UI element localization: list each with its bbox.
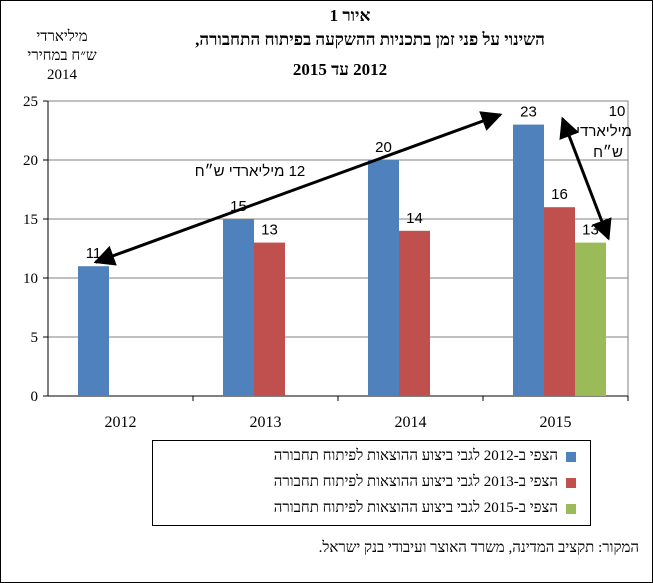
chart-subtitle-years-text: 2012 עד 2015 xyxy=(292,60,388,79)
annotation-10bn-unit-1: מיליארדי xyxy=(576,123,632,140)
legend-item-2012: הצפי ב-2012 לגבי ביצוע ההוצאות לפיתוח תח… xyxy=(274,448,576,465)
y-axis-label-line-3: 2014 xyxy=(47,67,77,83)
data-label-2015-series2: 13 xyxy=(582,222,599,239)
legend: הצפי ב-2012 לגבי ביצוע ההוצאות לפיתוח תח… xyxy=(152,440,591,526)
legend-swatch-2015 xyxy=(566,503,576,514)
y-tick-label-20: 20 xyxy=(23,153,38,169)
data-label-2015-series1: 16 xyxy=(551,186,568,203)
x-tick-label-2015: 2015 xyxy=(540,414,572,431)
y-axis-label: מיליארדי ש״ח במחירי 2014 xyxy=(8,28,116,85)
data-label-2013-series1: 13 xyxy=(261,222,278,239)
legend-label-2013: הצפי ב-2013 לגבי ביצוע ההוצאות לפיתוח תח… xyxy=(273,474,558,490)
y-tick-label-5: 5 xyxy=(31,330,39,346)
bar-2014-series0 xyxy=(368,160,399,396)
annotation-12bn: 12 מיליארדי ש״ח xyxy=(195,163,306,180)
chart-title: איור 1 xyxy=(329,6,371,25)
y-tick-label-0: 0 xyxy=(31,389,39,405)
legend-label-2015: הצפי ב-2015 לגבי ביצוע ההוצאות לפיתוח תח… xyxy=(273,500,558,516)
bar-2013-series0 xyxy=(223,219,254,396)
data-label-2014-series1: 14 xyxy=(406,210,423,227)
arrow-12bn xyxy=(93,111,503,266)
x-tick-label-2012: 2012 xyxy=(105,414,137,431)
chart-subtitle-years: 2012 עד 2015 xyxy=(270,60,410,80)
y-tick-label-25: 25 xyxy=(23,94,38,110)
y-tick-label-10: 10 xyxy=(23,271,38,287)
bar-2015-series0 xyxy=(513,124,544,396)
bar-2014-series1 xyxy=(399,230,430,396)
data-label-2014-series0: 20 xyxy=(375,139,392,156)
annotation-10bn-unit-2: ש״ח xyxy=(593,144,623,161)
data-label-2015-series0: 23 xyxy=(520,104,537,121)
source-note: המקור: תקציב המדינה, משרד האוצר ועיבודי … xyxy=(318,540,639,556)
legend-label-2012: הצפי ב-2012 לגבי ביצוע ההוצאות לפיתוח תח… xyxy=(273,448,558,464)
bar-2015-series2 xyxy=(575,242,606,396)
legend-swatch-2012 xyxy=(566,451,576,462)
y-axis-label-line-2: ש״ח במחירי xyxy=(27,48,97,64)
x-tick-label-2014: 2014 xyxy=(395,414,427,431)
bar-2015-series1 xyxy=(544,207,575,396)
legend-swatch-2013 xyxy=(566,477,576,488)
legend-item-2015: הצפי ב-2015 לגבי ביצוע ההוצאות לפיתוח תח… xyxy=(274,500,576,517)
legend-item-2013: הצפי ב-2013 לגבי ביצוע ההוצאות לפיתוח תח… xyxy=(274,474,576,491)
arrow-10bn xyxy=(559,116,612,241)
x-tick-label-2013: 2013 xyxy=(250,414,282,431)
annotation-10bn-number: 10 xyxy=(609,103,626,120)
y-axis-label-line-1: מיליארדי xyxy=(36,29,88,45)
bar-2013-series1 xyxy=(254,242,285,396)
bar-2012-series0 xyxy=(78,266,109,396)
chart-subtitle: השינוי על פני זמן בתכניות ההשקעה בפיתוח … xyxy=(195,30,545,49)
y-tick-label-15: 15 xyxy=(23,212,38,228)
